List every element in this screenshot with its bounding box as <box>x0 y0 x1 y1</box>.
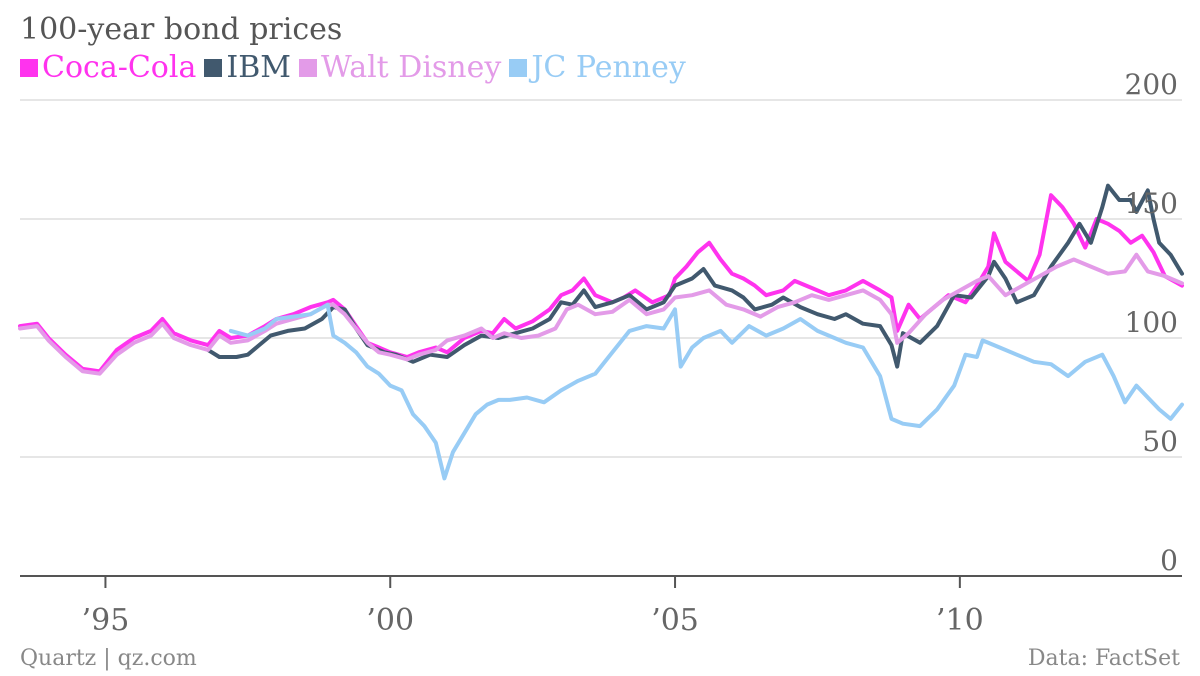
y-tick-label-50: 50 <box>1142 425 1178 458</box>
legend-item-jc-penney: JC Penney <box>509 50 686 85</box>
footer-source-left: Quartz | qz.com <box>20 646 197 671</box>
y-tick-label-100: 100 <box>1125 306 1178 339</box>
series-line-walt-disney <box>18 252 1184 376</box>
legend-label-ibm: IBM <box>226 50 291 85</box>
legend-label-coca-cola: Coca-Cola <box>42 50 197 85</box>
legend-item-coca-cola: Coca-Cola <box>20 50 196 85</box>
chart-title: 100-year bond prices <box>20 12 343 47</box>
y-tick-label-200: 200 <box>1125 68 1178 101</box>
series-line-coca-cola <box>18 193 1184 374</box>
x-tick-label-1995: ’95 <box>82 603 130 638</box>
x-tick-label-2005: ’05 <box>651 603 699 638</box>
y-tick-label-150: 150 <box>1125 187 1178 220</box>
legend-item-walt-disney: Walt Disney <box>298 50 502 85</box>
legend-item-ibm: IBM <box>204 50 291 85</box>
legend-label-jc-penney: JC Penney <box>531 50 686 85</box>
legend-swatch-coca-cola <box>20 58 38 77</box>
x-tick-label-2010: ’10 <box>936 603 984 638</box>
legend-swatch-ibm <box>204 58 223 77</box>
footer-source-right: Data: FactSet <box>1027 646 1180 671</box>
x-tick-label-2000: ’00 <box>366 603 414 638</box>
y-tick-label-0: 0 <box>1160 544 1178 577</box>
legend-label-walt-disney: Walt Disney <box>320 50 502 85</box>
legend-swatch-jc-penney <box>509 58 528 77</box>
chart-legend: Coca-Cola IBM Walt Disney JC Penney <box>20 50 686 85</box>
legend-swatch-walt-disney <box>298 58 317 77</box>
series-line-jc-penney <box>228 302 1184 481</box>
